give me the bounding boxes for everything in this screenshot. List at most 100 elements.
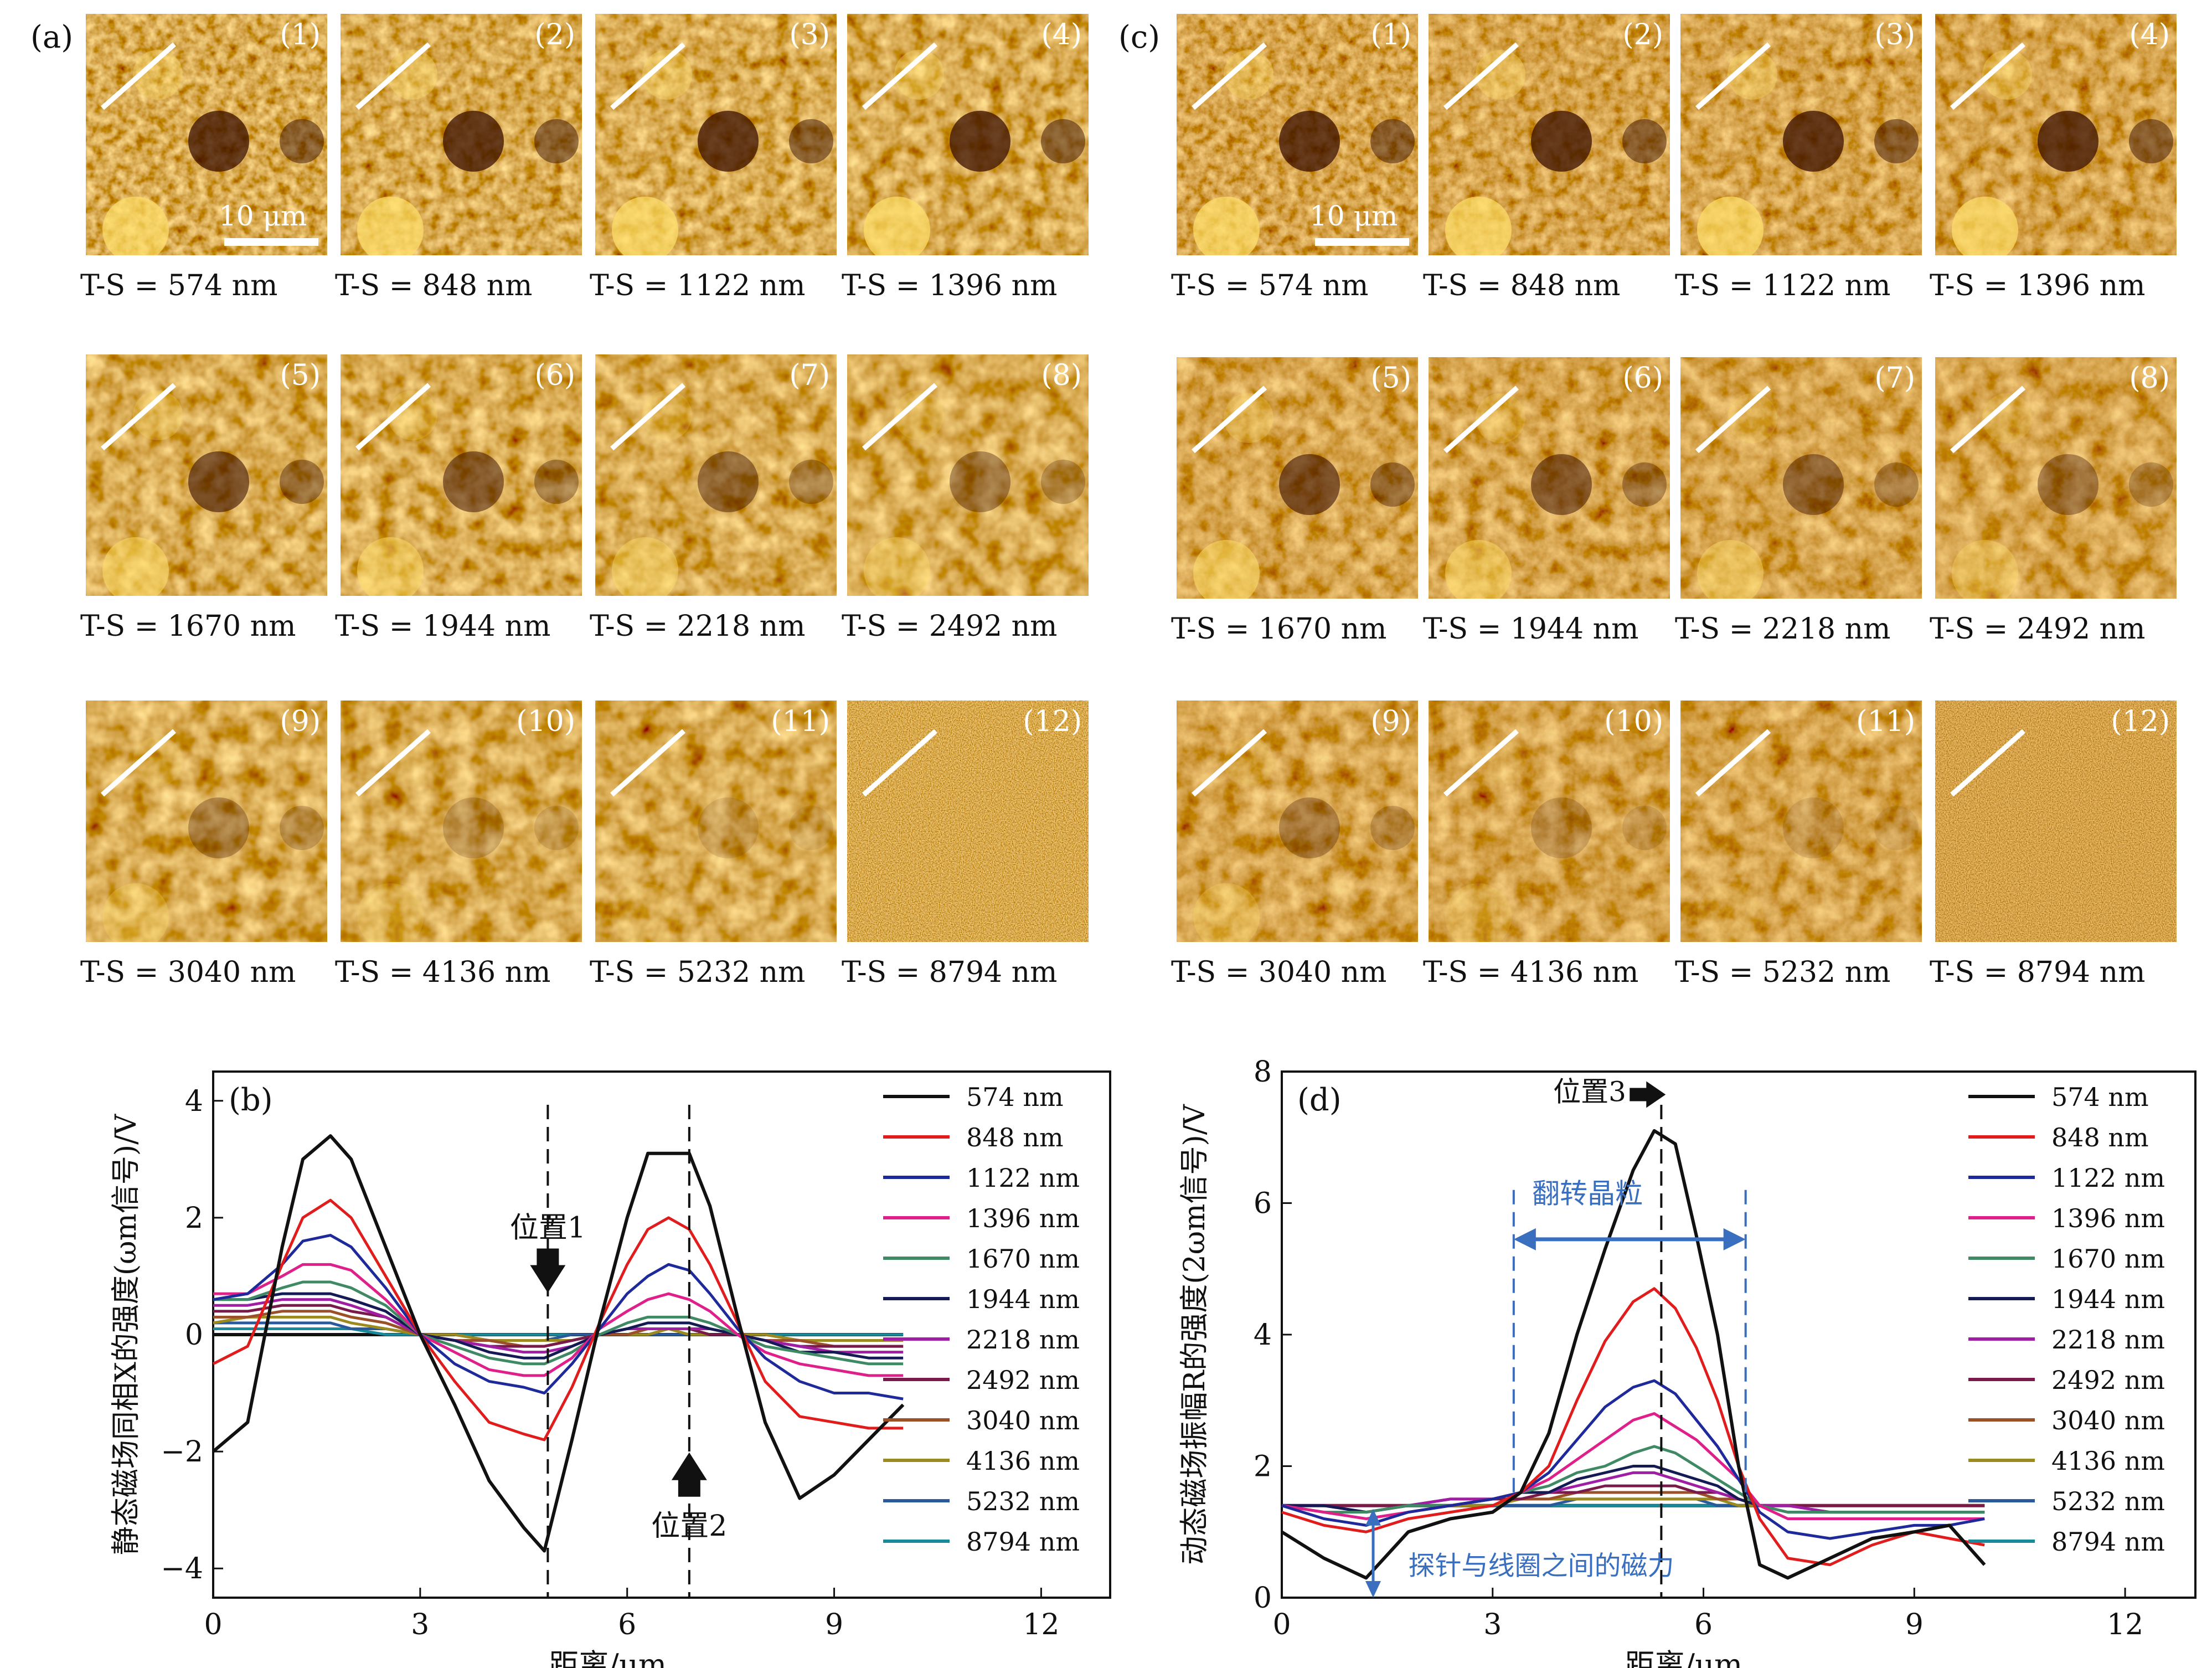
legend-label: 1122 nm — [966, 1163, 1080, 1193]
tip-sample-distance-label: T-S = 8794 nm — [842, 956, 1058, 989]
legend-label: 2218 nm — [2051, 1325, 2165, 1355]
afm-image-tile: (2) — [341, 14, 582, 255]
tile-number: (8) — [1041, 359, 1082, 392]
tip-sample-distance-label: T-S = 2218 nm — [590, 610, 806, 643]
tile-number: (6) — [534, 359, 575, 392]
series-line — [1281, 1379, 1985, 1540]
tile-number: (6) — [1622, 362, 1663, 395]
afm-image-tile: (4) — [847, 14, 1089, 255]
tile-number: (5) — [1370, 362, 1411, 395]
arrow-down-icon — [1365, 1581, 1381, 1598]
afm-image-tile: (4) — [1935, 14, 2177, 255]
arrow-right-icon — [1630, 1081, 1666, 1108]
legend-label: 4136 nm — [2051, 1446, 2165, 1476]
y-axis-label: 静态磁场同相X的强度(ωm信号)/V — [110, 1113, 143, 1555]
afm-image-tile: (5) — [1177, 357, 1418, 599]
series-line — [213, 1234, 904, 1401]
tip-sample-distance-label: T-S = 574 nm — [80, 269, 278, 302]
x-tick-label: 0 — [1272, 1608, 1291, 1641]
y-tick-label: 8 — [1254, 1056, 1272, 1089]
scale-bar-label: 10 μm — [219, 200, 307, 232]
series-line — [1281, 1445, 1985, 1514]
tile-number: (9) — [280, 705, 321, 738]
legend-label: 8794 nm — [2051, 1527, 2165, 1557]
tile-number: (11) — [1856, 705, 1915, 738]
afm-image-tile: (2) — [1429, 14, 1670, 255]
legend-label: 8794 nm — [966, 1527, 1080, 1557]
series-line — [213, 1280, 904, 1366]
legend-label: 1944 nm — [966, 1284, 1080, 1314]
x-axis-label: 距离/μm — [549, 1648, 667, 1668]
tip-sample-distance-label: T-S = 3040 nm — [80, 956, 296, 989]
scale-bar — [1315, 238, 1409, 246]
y-axis-label: 动态磁场振幅R的强度(2ωm信号)/V — [1178, 1104, 1211, 1565]
series-line — [212, 1134, 905, 1553]
y-tick-label: 4 — [185, 1085, 203, 1118]
tip-sample-distance-label: T-S = 848 nm — [335, 269, 533, 302]
tip-sample-distance-label: T-S = 2492 nm — [1930, 612, 2146, 646]
afm-image-tile: (12) — [1935, 701, 2177, 942]
annotation-flip-grain: 翻转晶粒 — [1532, 1178, 1643, 1210]
tile-number: (1) — [280, 18, 321, 52]
tile-number: (4) — [1041, 18, 1082, 52]
afm-image-tile: (12) — [847, 701, 1089, 942]
afm-image-tile: (7) — [1680, 357, 1922, 599]
tile-number: (1) — [1370, 18, 1411, 52]
x-tick-label: 9 — [1905, 1608, 1924, 1641]
tip-sample-distance-label: T-S = 1396 nm — [1930, 269, 2146, 302]
tile-number: (7) — [1874, 362, 1915, 395]
legend-label: 3040 nm — [966, 1406, 1080, 1435]
tip-sample-distance-label: T-S = 4136 nm — [1423, 956, 1639, 989]
tip-sample-distance-label: T-S = 2218 nm — [1675, 612, 1891, 646]
panel-label: (d) — [1297, 1082, 1342, 1118]
afm-image-tile: (11) — [1680, 701, 1922, 942]
arrow-up-icon — [1365, 1509, 1381, 1526]
tip-sample-distance-label: T-S = 8794 nm — [1930, 956, 2146, 989]
annotation-position-3: 位置3 — [1553, 1075, 1626, 1108]
tip-sample-distance-label: T-S = 1670 nm — [80, 610, 296, 643]
tip-sample-distance-label: T-S = 574 nm — [1171, 269, 1369, 302]
y-tick-label: 2 — [1254, 1450, 1272, 1484]
series-line — [1282, 1484, 1985, 1507]
chart-b: 0 3 6 9 12 −4 −2 0 2 4 距离/μm 静态磁场同相X的强度(ωm信号)/V (b) 5… — [110, 1070, 1111, 1668]
tile-number: (11) — [771, 705, 830, 738]
tip-sample-distance-label: T-S = 4136 nm — [335, 956, 551, 989]
afm-image-tile: (1) 10 μm — [86, 14, 327, 255]
panel-label: (b) — [229, 1082, 273, 1118]
tip-sample-distance-label: T-S = 1944 nm — [1423, 612, 1639, 646]
legend-label: 848 nm — [2051, 1123, 2149, 1152]
afm-image-tile: (1) 10 μm — [1177, 14, 1418, 255]
y-tick-label: 6 — [1254, 1187, 1272, 1221]
tile-number: (2) — [1622, 18, 1663, 52]
tip-sample-distance-label: T-S = 1122 nm — [590, 269, 806, 302]
afm-image-tile: (7) — [595, 354, 837, 596]
panel-label-c: (c) — [1118, 19, 1161, 55]
y-tick-label: 0 — [185, 1319, 203, 1352]
x-tick-label: 6 — [1694, 1608, 1713, 1641]
annotation-position-1: 位置1 — [510, 1211, 586, 1244]
afm-image-tile: (11) — [595, 701, 837, 942]
tile-number: (7) — [789, 359, 830, 392]
scale-bar-label: 10 μm — [1309, 200, 1398, 232]
afm-image-tile: (10) — [341, 701, 582, 942]
series-line — [212, 1198, 904, 1442]
legend-label: 3040 nm — [2051, 1406, 2165, 1435]
afm-image-tile: (3) — [595, 14, 837, 255]
legend-label: 2492 nm — [2051, 1365, 2165, 1395]
afm-image-tile: (6) — [1429, 357, 1670, 599]
legend-label: 1670 nm — [966, 1244, 1080, 1274]
x-tick-label: 9 — [825, 1608, 843, 1641]
afm-image-tile: (9) — [1177, 701, 1418, 942]
legend-label: 574 nm — [2051, 1082, 2149, 1112]
annotation-tip-force: 探针与线圈之间的磁力 — [1408, 1550, 1674, 1581]
afm-image-tile: (10) — [1429, 701, 1670, 942]
tip-sample-distance-label: T-S = 1670 nm — [1171, 612, 1387, 646]
series-line — [1281, 1287, 1985, 1567]
tile-number: (8) — [2129, 362, 2170, 395]
legend-label: 1670 nm — [2051, 1244, 2165, 1274]
legend-label: 1396 nm — [966, 1203, 1080, 1233]
tip-sample-distance-label: T-S = 2492 nm — [842, 610, 1058, 643]
afm-image-tile: (8) — [847, 354, 1089, 596]
x-tick-label: 6 — [618, 1608, 636, 1641]
legend-label: 2492 nm — [966, 1365, 1080, 1395]
